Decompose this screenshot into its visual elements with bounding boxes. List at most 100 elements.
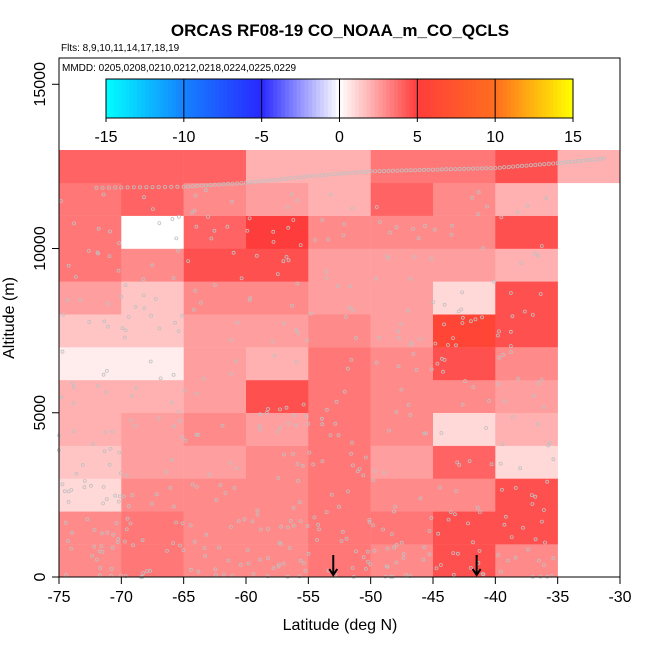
track-point [69,546,74,551]
track-point [80,462,85,467]
heatmap-cell [183,412,247,446]
track-point [448,510,453,514]
heatmap-cell [495,182,558,216]
track-point [101,501,105,506]
track-point [123,283,128,288]
track-point [121,494,126,499]
track-point [276,564,281,569]
track-point [526,547,531,552]
track-point [350,440,354,445]
track-point [315,538,319,542]
colorbar-swatch [499,79,504,118]
track-point [384,254,389,258]
track-point [298,519,303,523]
track-point [489,462,494,467]
colorbar-swatch [137,79,142,118]
track-point [186,259,191,264]
track-point [481,246,486,251]
track-point [65,298,70,303]
track-point [118,494,122,499]
colorbar-tick-label: -10 [172,129,195,146]
heatmap-cell [308,281,371,315]
track-point [357,466,362,471]
track-point [229,338,234,342]
track-point [353,336,358,340]
track-point [505,558,510,563]
heatmap-cell [370,347,434,381]
track-point [162,184,167,189]
track-point [437,485,442,490]
colorbar-swatch [129,79,134,118]
track-point [183,438,188,443]
colorbar-swatch [491,79,496,118]
track-point [466,521,470,526]
colorbar-swatch [452,79,457,118]
heatmap-cell [308,182,371,216]
track-point [324,510,329,514]
track-point [298,243,303,248]
heatmap-cell [308,379,371,413]
track-point [363,455,368,460]
track-point [130,393,135,398]
track-point [178,543,182,548]
track-point [180,313,185,318]
track-point [409,342,413,347]
colorbar-swatch [347,79,352,118]
colorbar-swatch [386,79,391,118]
heatmap-cell [308,248,371,282]
track-point [285,205,290,210]
track-point [173,320,178,325]
track-point [401,556,406,560]
colorbar-swatch [339,79,344,118]
track-point [180,521,185,526]
track-point [320,217,325,222]
track-point [460,402,465,407]
heatmap-cell [308,347,371,381]
track-point [272,353,277,358]
track-point [446,517,451,522]
track-point [450,223,454,228]
track-point [471,385,476,390]
track-point [303,568,308,573]
track-point [533,537,538,542]
heatmap-cell [433,314,496,348]
track-point [544,196,549,201]
track-point [125,185,130,190]
track-point [248,180,253,185]
track-point [116,268,121,273]
track-point [374,360,379,365]
track-point [60,349,65,354]
track-point [421,557,426,562]
track-point [536,253,540,258]
track-point [194,484,199,489]
colorbar-swatch [249,79,255,118]
track-point [266,407,271,411]
track-point [82,479,87,483]
track-point [538,292,543,296]
track-point [114,521,119,526]
track-point [98,566,103,570]
track-point [176,214,181,219]
track-point [324,407,329,412]
track-point [349,451,354,456]
track-point [295,281,300,286]
track-point [459,307,464,312]
heatmap-cell [121,478,184,512]
track-point [498,569,503,574]
track-point [363,567,368,571]
track-point [281,452,286,457]
track-point [300,463,305,468]
track-point [540,519,544,524]
track-point [466,166,471,171]
heatmap-cell [433,248,496,282]
heatmap-cell [495,478,558,512]
heatmap-cell [433,544,496,578]
track-point [133,304,138,309]
track-point [333,421,338,426]
track-point [328,192,333,197]
heatmap-cell [308,150,371,184]
colorbar-swatch [144,79,150,118]
track-point [148,359,153,364]
colorbar-swatch [421,79,426,118]
track-point [386,168,391,173]
